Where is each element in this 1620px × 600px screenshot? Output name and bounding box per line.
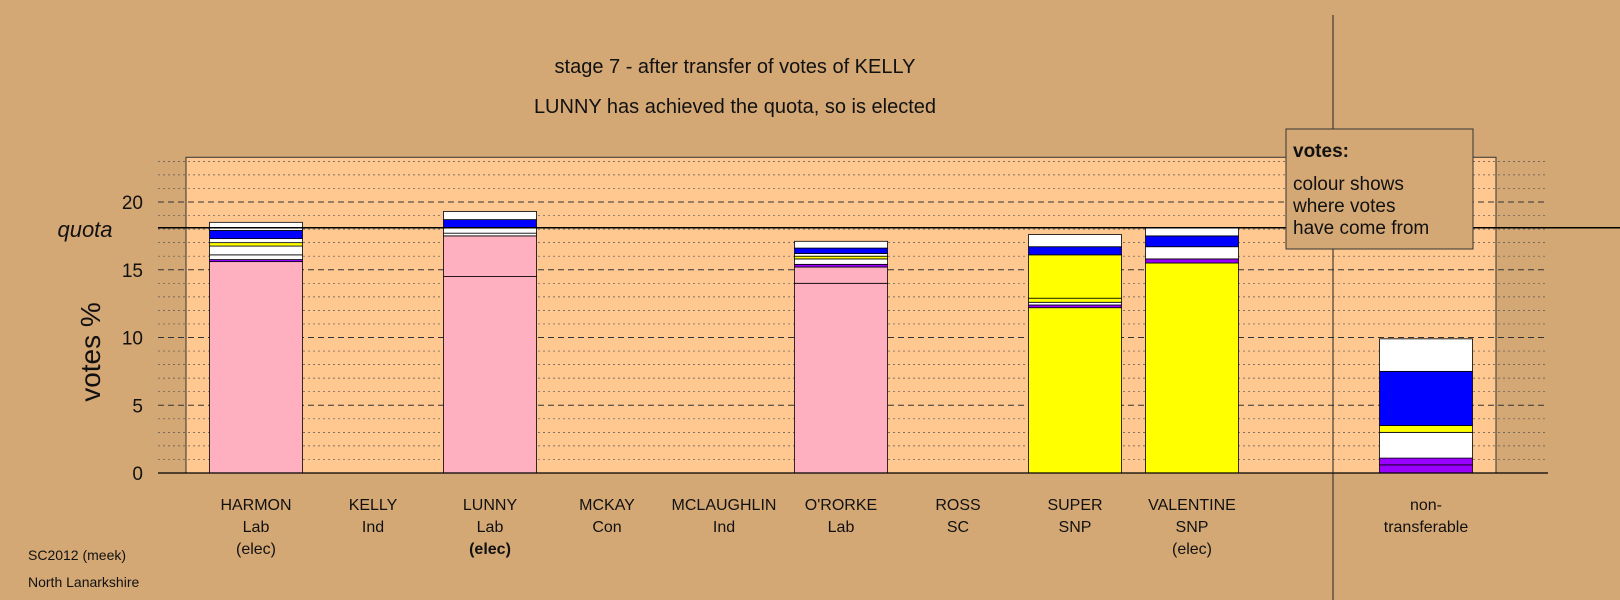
candidate-label: KELLY xyxy=(349,497,398,514)
bar-non-transferable xyxy=(1379,338,1473,474)
bar-segment xyxy=(1379,338,1473,372)
y-tick-label: 10 xyxy=(122,329,143,350)
bar-segment xyxy=(443,235,537,277)
legend: votes: colour shows where votes have com… xyxy=(1285,128,1474,250)
candidate-label: Lab xyxy=(477,519,504,536)
bar-harmon xyxy=(209,221,303,474)
bar-segment xyxy=(1028,246,1122,256)
bar-segment xyxy=(794,263,888,268)
bar-segment xyxy=(443,276,537,474)
candidate-label: HARMON xyxy=(220,497,291,514)
bar-segment xyxy=(794,240,888,249)
bar-super xyxy=(1028,234,1122,474)
bar-segment xyxy=(794,247,888,254)
non-transferable-label: transferable xyxy=(1384,519,1469,536)
bar-segment xyxy=(1028,301,1122,306)
bar-segment xyxy=(1028,297,1122,303)
candidate-label: Con xyxy=(592,519,621,536)
candidate-label: (elec) xyxy=(1172,541,1212,558)
candidate-label: ROSS xyxy=(935,497,980,514)
bar-segment xyxy=(443,219,537,229)
bar-segment xyxy=(1379,370,1473,426)
legend-line: have come from xyxy=(1293,218,1429,239)
bars xyxy=(209,211,1473,474)
y-tick-label: 20 xyxy=(122,193,143,214)
bar-segment xyxy=(1379,425,1473,433)
legend-line: colour shows xyxy=(1293,174,1404,195)
bar-segment xyxy=(209,245,303,256)
candidate-label: VALENTINE xyxy=(1148,497,1236,514)
legend-line: where votes xyxy=(1292,196,1395,217)
bar-segment xyxy=(1145,227,1239,237)
y-axis-label: votes % xyxy=(75,302,106,402)
candidate-label: Lab xyxy=(828,519,855,536)
legend-title: votes: xyxy=(1293,141,1349,162)
bar-segment xyxy=(794,253,888,257)
candidate-label: Ind xyxy=(713,519,735,536)
candidate-labels: HARMON Lab (elec) KELLY Ind LUNNY Lab (elec) MCK… xyxy=(220,497,1468,558)
candidate-label: (elec) xyxy=(236,541,276,558)
bar-ororke xyxy=(794,240,888,474)
bar-segment xyxy=(1145,262,1239,474)
bar-segment xyxy=(209,221,303,231)
y-tick-label: 5 xyxy=(132,396,143,417)
bar-segment xyxy=(443,232,537,237)
y-tick-label: 15 xyxy=(122,261,143,282)
candidate-label: O'RORKE xyxy=(805,497,877,514)
bar-valentine xyxy=(1145,227,1239,474)
bar-segment xyxy=(209,242,303,247)
candidate-label: SNP xyxy=(1059,519,1092,536)
bar-segment xyxy=(209,230,303,239)
legend-box xyxy=(1285,128,1474,250)
footer-election: SC2012 (meek) xyxy=(28,547,126,563)
quota-label: quota xyxy=(57,217,112,242)
bar-segment xyxy=(1145,258,1239,264)
bar-segment xyxy=(443,211,537,221)
bar-segment xyxy=(1028,307,1122,474)
bar-segment xyxy=(794,282,888,474)
candidate-label: SUPER xyxy=(1047,497,1102,514)
bar-segment xyxy=(1379,464,1473,474)
bar-lunny xyxy=(443,211,537,474)
candidate-label: LUNNY xyxy=(463,497,518,514)
candidate-label: MCLAUGHLIN xyxy=(672,497,777,514)
bar-segment xyxy=(443,227,537,234)
bar-segment xyxy=(1379,457,1473,466)
candidate-label: SNP xyxy=(1176,519,1209,536)
candidate-label: Lab xyxy=(243,519,270,536)
bar-segment xyxy=(1028,304,1122,309)
y-tick-label: 0 xyxy=(132,464,143,485)
bar-segment xyxy=(1145,235,1239,248)
chart-subtitle: LUNNY has achieved the quota, so is elec… xyxy=(534,96,936,118)
chart-title: stage 7 - after transfer of votes of KEL… xyxy=(555,56,916,78)
candidate-label: MCKAY xyxy=(579,497,635,514)
bar-segment xyxy=(1145,246,1239,260)
bar-segment xyxy=(209,261,303,474)
bar-segment xyxy=(1028,234,1122,248)
candidate-label: Ind xyxy=(362,519,384,536)
bar-segment xyxy=(794,266,888,284)
footer-area: North Lanarkshire xyxy=(28,574,139,590)
bar-segment xyxy=(209,238,303,244)
candidate-label: (elec) xyxy=(469,541,511,558)
non-transferable-label: non- xyxy=(1410,497,1442,514)
bar-segment xyxy=(794,255,888,260)
candidate-label: SC xyxy=(947,519,969,536)
bar-segment xyxy=(1028,254,1122,299)
bar-segment xyxy=(1379,431,1473,459)
bar-segment xyxy=(794,258,888,265)
bar-segment xyxy=(209,254,303,260)
